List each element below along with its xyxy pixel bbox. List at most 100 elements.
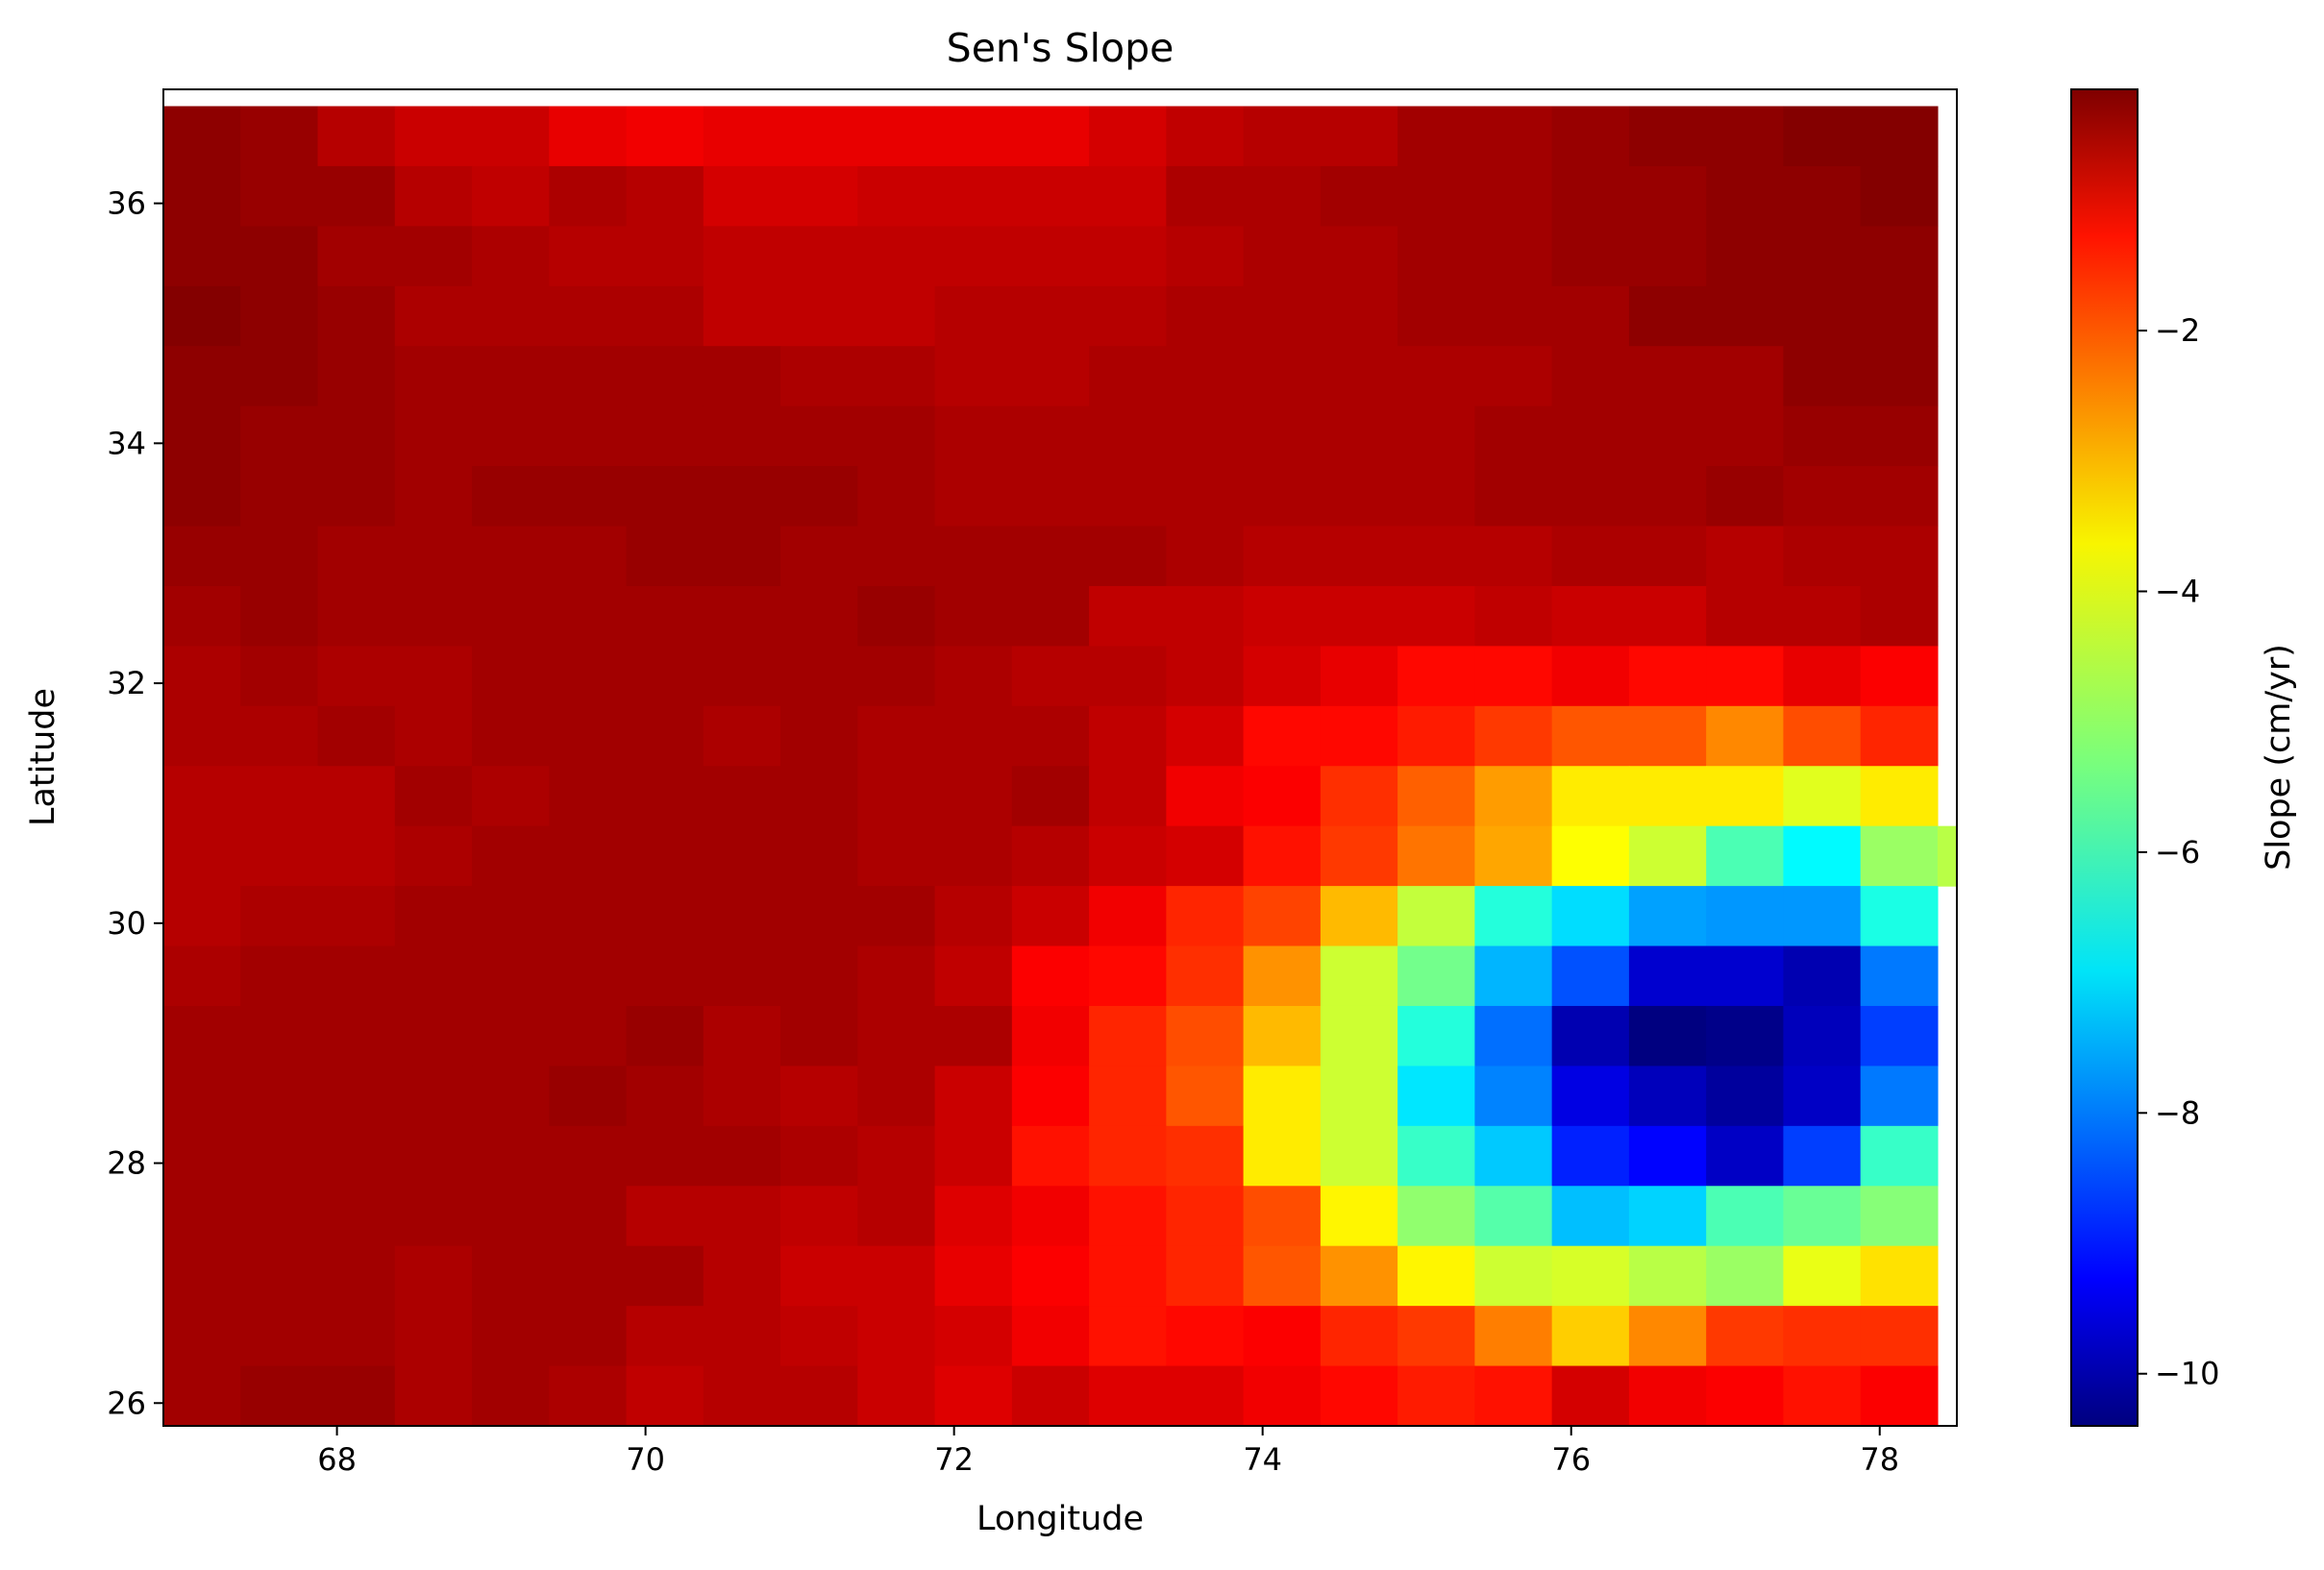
heatmap-cell [780, 466, 858, 527]
heatmap-cell [163, 766, 241, 827]
heatmap-cell [1397, 106, 1475, 167]
heatmap-cell [317, 705, 396, 767]
heatmap-cell [1706, 1186, 1785, 1247]
heatmap-cell [1320, 526, 1398, 587]
heatmap-cell [317, 945, 396, 1007]
heatmap-cell [394, 1186, 473, 1247]
heatmap-cell [1860, 226, 1939, 287]
heatmap-cell [1551, 165, 1630, 227]
heatmap-cell [1243, 585, 1322, 647]
heatmap-cell [1166, 1365, 1245, 1427]
heatmap-cell [780, 1125, 858, 1187]
heatmap-cell [1860, 825, 1939, 887]
heatmap-cell [394, 585, 473, 647]
heatmap-cell [317, 1365, 396, 1427]
heatmap-cell [163, 825, 241, 887]
heatmap-cell [1089, 945, 1167, 1007]
heatmap-cell [1397, 1005, 1475, 1067]
heatmap-cell [1860, 106, 1939, 167]
heatmap-cell [626, 886, 705, 947]
heatmap-cell [472, 526, 550, 587]
heatmap-cell [1320, 585, 1398, 647]
heatmap-cell [1551, 285, 1630, 347]
heatmap-cell [1783, 106, 1862, 167]
heatmap-cell [394, 766, 473, 827]
heatmap-cell [857, 165, 936, 227]
heatmap-cell [703, 585, 781, 647]
heatmap-cell [1706, 1125, 1785, 1187]
y-tick-label: 30 [107, 905, 146, 942]
heatmap-cell [240, 1245, 319, 1307]
heatmap-cell [780, 165, 858, 227]
heatmap-cell [1397, 165, 1475, 227]
heatmap-cell [780, 825, 858, 887]
heatmap-cell [857, 405, 936, 467]
heatmap-cell [1628, 766, 1707, 827]
heatmap-cell [1706, 106, 1785, 167]
heatmap-cell [1628, 466, 1707, 527]
heatmap-cell [549, 226, 628, 287]
heatmap-cell [1551, 526, 1630, 587]
heatmap-cell [1397, 705, 1475, 767]
heatmap-cell [1783, 1365, 1862, 1427]
heatmap-cell [1860, 646, 1939, 707]
heatmap-cell [394, 1066, 473, 1127]
heatmap-cell [703, 1306, 781, 1367]
heatmap-cell [1011, 106, 1090, 167]
colorbar-gradient [2070, 88, 2139, 1427]
heatmap-cell [934, 526, 1013, 587]
heatmap-cell [1783, 825, 1862, 887]
heatmap-cell [240, 1125, 319, 1187]
heatmap-cell [1089, 526, 1167, 587]
heatmap-cell [1706, 285, 1785, 347]
heatmap-cell [1166, 945, 1245, 1007]
y-axis-label: Latitude [24, 688, 62, 826]
heatmap-cell [394, 1306, 473, 1367]
heatmap-cell [1320, 106, 1398, 167]
heatmap-cell [472, 405, 550, 467]
heatmap-cell [703, 1245, 781, 1307]
heatmap-cell [1474, 1066, 1553, 1127]
heatmap-cell [1474, 945, 1553, 1007]
heatmap-cell [1397, 825, 1475, 887]
heatmap-cell [703, 285, 781, 347]
heatmap-cell [1243, 1365, 1322, 1427]
heatmap-cell [626, 1005, 705, 1067]
heatmap-cell [1320, 705, 1398, 767]
y-tick-label: 32 [107, 665, 146, 701]
y-tick-label: 36 [107, 185, 146, 222]
heatmap-cell [1320, 1306, 1398, 1367]
heatmap-cell [1860, 405, 1939, 467]
heatmap-cell [626, 405, 705, 467]
heatmap-cell [626, 285, 705, 347]
colorbar-tick-label: −2 [2155, 312, 2200, 349]
heatmap-cell [857, 526, 936, 587]
heatmap-cell [1628, 646, 1707, 707]
heatmap-cell [626, 106, 705, 167]
heatmap-cell [934, 1005, 1013, 1067]
heatmap-cell [472, 1365, 550, 1427]
heatmap-cell [240, 945, 319, 1007]
plot-frame [162, 88, 1958, 1427]
heatmap-cell [1089, 705, 1167, 767]
colorbar-tick-label: −10 [2155, 1356, 2220, 1392]
heatmap-cell [703, 705, 781, 767]
heatmap-cell [780, 646, 858, 707]
heatmap-cell [934, 466, 1013, 527]
heatmap-cell [1320, 766, 1398, 827]
heatmap-cell [703, 466, 781, 527]
y-tick-label: 28 [107, 1145, 146, 1182]
heatmap-cell [1474, 466, 1553, 527]
heatmap-cell [703, 526, 781, 587]
heatmap-cell [240, 825, 319, 887]
heatmap-cell [1474, 825, 1553, 887]
heatmap-cell [934, 705, 1013, 767]
heatmap-cell [1320, 346, 1398, 407]
heatmap-cell [1551, 1066, 1630, 1127]
heatmap-cell [857, 705, 936, 767]
heatmap-cell [1166, 1066, 1245, 1127]
heatmap-cell [394, 1365, 473, 1427]
heatmap-cell [857, 1245, 936, 1307]
heatmap-cell [317, 1066, 396, 1127]
heatmap-cell [1551, 226, 1630, 287]
